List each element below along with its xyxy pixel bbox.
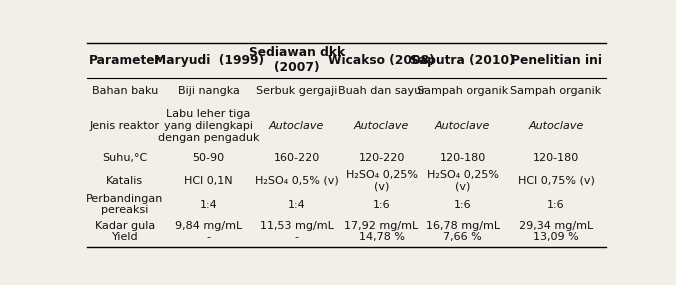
Text: Saputra (2010): Saputra (2010) [410,54,515,67]
Text: H₂SO₄ 0,5% (v): H₂SO₄ 0,5% (v) [255,176,339,186]
Text: Parameter: Parameter [89,54,161,67]
Text: HCl 0,75% (v): HCl 0,75% (v) [518,176,594,186]
Text: 120-180: 120-180 [533,153,579,163]
Text: Wicakso (2008): Wicakso (2008) [329,54,435,67]
Text: Serbuk gergaji: Serbuk gergaji [256,86,337,96]
Text: H₂SO₄ 0,25%
(v): H₂SO₄ 0,25% (v) [345,170,418,191]
Text: 160-220: 160-220 [274,153,320,163]
Text: Jenis reaktor: Jenis reaktor [90,121,160,131]
Text: 1:6: 1:6 [372,200,390,209]
Text: 50-90: 50-90 [193,153,224,163]
Text: Katalis: Katalis [106,176,143,186]
Text: Penelitian ini: Penelitian ini [510,54,602,67]
Text: Labu leher tiga
yang dilengkapi
dengan pengaduk: Labu leher tiga yang dilengkapi dengan p… [158,109,260,142]
Text: Autoclave: Autoclave [435,121,491,131]
Text: 17,92 mg/mL
14,78 %: 17,92 mg/mL 14,78 % [345,221,418,242]
Text: Sampah organik: Sampah organik [510,86,602,96]
Text: 9,84 mg/mL
-: 9,84 mg/mL - [175,221,242,242]
Text: Suhu,°C: Suhu,°C [102,153,147,163]
Text: 1:4: 1:4 [200,200,218,209]
Text: Kadar gula
Yield: Kadar gula Yield [95,221,155,242]
Text: Perbandingan
pereaksi: Perbandingan pereaksi [86,194,164,215]
Text: 11,53 mg/mL
-: 11,53 mg/mL - [260,221,334,242]
Text: 120-180: 120-180 [439,153,486,163]
Text: Autoclave: Autoclave [269,121,324,131]
Text: Biji nangka: Biji nangka [178,86,239,96]
Text: 1:6: 1:6 [454,200,472,209]
Text: 1:6: 1:6 [547,200,565,209]
Text: H₂SO₄ 0,25%
(v): H₂SO₄ 0,25% (v) [427,170,499,191]
Text: Buah dan sayur: Buah dan sayur [337,86,425,96]
Text: 1:4: 1:4 [288,200,306,209]
Text: Maryudi  (1999): Maryudi (1999) [153,54,264,67]
Text: 29,34 mg/mL
13,09 %: 29,34 mg/mL 13,09 % [519,221,593,242]
Text: Autoclave: Autoclave [529,121,583,131]
Text: Sampah organik: Sampah organik [417,86,508,96]
Text: 120-220: 120-220 [358,153,405,163]
Text: HCl 0,1N: HCl 0,1N [185,176,233,186]
Text: Bahan baku: Bahan baku [92,86,158,96]
Text: Autoclave: Autoclave [354,121,409,131]
Text: 16,78 mg/mL
7,66 %: 16,78 mg/mL 7,66 % [426,221,500,242]
Text: Sediawan dkk
(2007): Sediawan dkk (2007) [249,46,345,74]
